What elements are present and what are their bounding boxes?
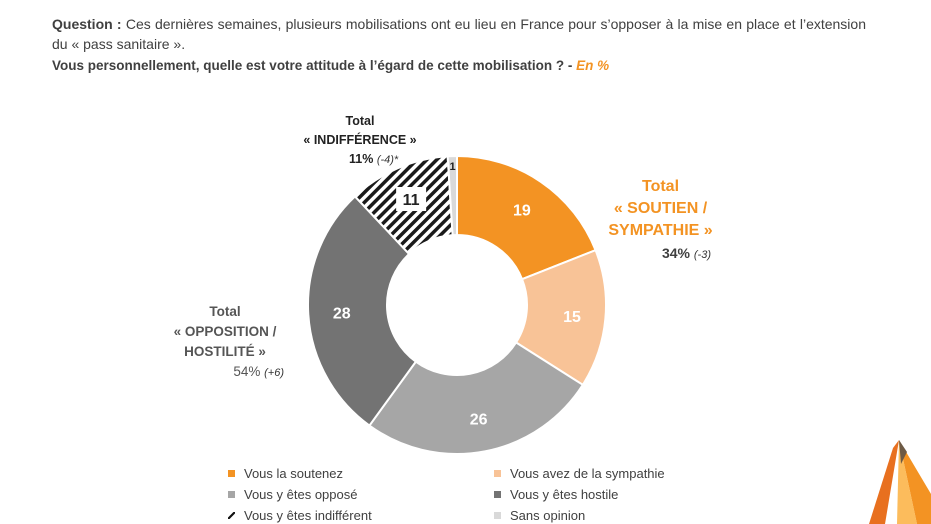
data-label-sans-opinion: 1: [450, 161, 456, 173]
subtitle-text: Vous personnellement, quelle est votre a…: [52, 58, 573, 73]
legend-swatch: [228, 491, 235, 498]
total-opposition-label-2: HOSTILITÉ »: [184, 344, 266, 359]
legend-label: Vous y êtes opposé: [244, 487, 358, 502]
total-opposition-pct: 54%: [233, 364, 261, 379]
total-opposition-title: Total: [209, 304, 241, 319]
total-indifference-delta: (-4)*: [376, 154, 399, 166]
label-background: [396, 186, 427, 211]
legend-label: Vous y êtes hostile: [510, 487, 619, 502]
unit-label: En %: [576, 58, 610, 73]
data-label-sympathie: 15: [563, 309, 581, 326]
data-label-oppose: 26: [470, 411, 488, 428]
total-indifference-title: Total: [345, 114, 375, 128]
legend-item-soutenez: Vous la soutenez: [228, 466, 343, 481]
total-indifference-value: 11% (-4)*: [295, 150, 425, 170]
total-opposition: Total « OPPOSITION / HOSTILITÉ » 54% (+6…: [160, 302, 290, 383]
question-body: Ces dernières semaines, plusieurs mobili…: [52, 16, 866, 52]
total-indifference-label: « INDIFFÉRENCE »: [303, 133, 417, 147]
question-text: Question : Ces dernières semaines, plusi…: [52, 14, 866, 54]
total-opposition-label-1: « OPPOSITION /: [173, 324, 277, 339]
slice-sans-opinion: [446, 154, 458, 237]
legend-swatch: [228, 470, 235, 477]
total-soutien-value: 34% (-3): [598, 242, 723, 266]
total-soutien-delta: (-3): [693, 249, 711, 261]
data-label-soutenez: 19: [513, 202, 531, 219]
legend-swatch-hatched: [228, 512, 235, 519]
legend-swatch: [494, 491, 501, 498]
legend-swatch: [494, 470, 501, 477]
total-soutien-label-1: « SOUTIEN /: [613, 200, 708, 217]
legend-item-sans-opinion: Sans opinion: [494, 508, 585, 523]
slice-soutenez: [456, 154, 597, 281]
total-soutien-label-2: SYMPATHIE »: [608, 222, 713, 239]
data-label-indifferent: 11: [403, 192, 420, 209]
data-label-hostile: 28: [333, 305, 351, 322]
total-indifference-pct: 11%: [349, 152, 374, 166]
question-label: Question :: [52, 16, 122, 32]
legend-label: Vous y êtes indifférent: [244, 508, 372, 523]
legend-item-hostile: Vous y êtes hostile: [494, 487, 618, 502]
legend-label: Vous avez de la sympathie: [510, 466, 665, 481]
legend-item-indifferent: Vous y êtes indifférent: [228, 508, 372, 523]
legend-label: Vous la soutenez: [244, 466, 344, 481]
total-soutien-pct: 34%: [661, 245, 690, 261]
legend-label: Sans opinion: [510, 508, 586, 523]
total-indifference: Total « INDIFFÉRENCE » 11% (-4)*: [295, 112, 425, 170]
legend-item-oppose: Vous y êtes opposé: [228, 487, 357, 502]
total-soutien-title: Total: [641, 178, 680, 195]
total-opposition-delta: (+6): [264, 367, 284, 379]
legend-item-sympathie: Vous avez de la sympathie: [494, 466, 665, 481]
brand-logo: [869, 440, 931, 524]
slice-oppose: [368, 341, 585, 455]
legend-swatch: [494, 512, 501, 519]
chart-subtitle: Vous personnellement, quelle est votre a…: [52, 58, 872, 73]
total-opposition-value: 54% (+6): [160, 362, 290, 383]
total-soutien: Total « SOUTIEN / SYMPATHIE » 34% (-3): [598, 176, 723, 266]
slice-hostile: [307, 194, 418, 427]
